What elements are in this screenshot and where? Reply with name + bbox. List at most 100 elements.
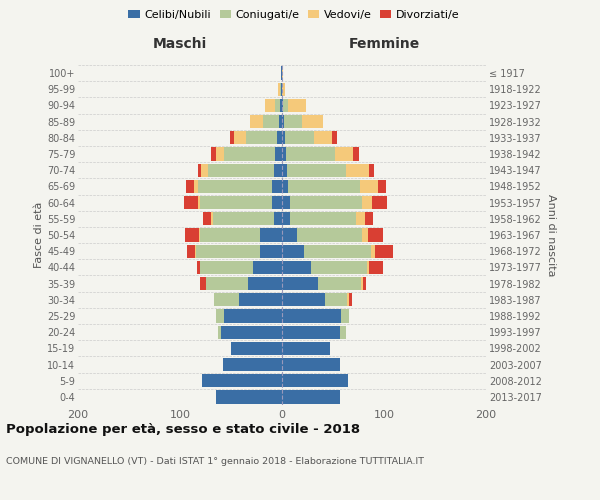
Bar: [212, 212, 274, 226]
Text: Maschi: Maschi: [153, 38, 207, 52]
Bar: [282, 82, 285, 96]
Text: Femmine: Femmine: [349, 38, 419, 52]
Bar: [230, 131, 234, 144]
Bar: [199, 164, 202, 177]
Bar: [283, 99, 288, 112]
Bar: [211, 148, 216, 160]
Bar: [184, 196, 199, 209]
Bar: [372, 196, 387, 209]
Bar: [208, 164, 274, 177]
Bar: [224, 310, 282, 322]
Bar: [287, 164, 346, 177]
Bar: [200, 228, 260, 241]
Bar: [239, 293, 282, 306]
Bar: [221, 326, 282, 339]
Bar: [282, 115, 284, 128]
Bar: [282, 390, 340, 404]
Bar: [199, 180, 272, 193]
Bar: [281, 82, 282, 96]
Bar: [197, 260, 200, 274]
Bar: [282, 244, 304, 258]
Bar: [281, 66, 282, 80]
Bar: [298, 228, 362, 241]
Bar: [282, 131, 285, 144]
Text: Popolazione per età, sesso e stato civile - 2018: Popolazione per età, sesso e stato civil…: [6, 422, 360, 436]
Bar: [282, 260, 311, 274]
Bar: [265, 99, 275, 112]
Bar: [284, 115, 302, 128]
Bar: [187, 244, 196, 258]
Bar: [369, 260, 383, 274]
Bar: [199, 228, 200, 241]
Bar: [278, 82, 280, 96]
Bar: [282, 164, 287, 177]
Bar: [356, 212, 365, 226]
Bar: [275, 99, 280, 112]
Bar: [260, 228, 282, 241]
Bar: [282, 148, 286, 160]
Bar: [361, 277, 362, 290]
Bar: [223, 358, 282, 371]
Bar: [288, 99, 307, 112]
Bar: [362, 228, 368, 241]
Bar: [279, 115, 282, 128]
Bar: [304, 244, 371, 258]
Bar: [234, 131, 247, 144]
Bar: [314, 131, 332, 144]
Bar: [214, 293, 239, 306]
Bar: [288, 180, 359, 193]
Bar: [202, 374, 282, 388]
Y-axis label: Anni di nascita: Anni di nascita: [546, 194, 556, 276]
Y-axis label: Fasce di età: Fasce di età: [34, 202, 44, 268]
Bar: [367, 260, 369, 274]
Bar: [194, 180, 199, 193]
Bar: [290, 212, 356, 226]
Bar: [206, 277, 248, 290]
Bar: [253, 260, 282, 274]
Bar: [199, 196, 200, 209]
Bar: [282, 293, 325, 306]
Bar: [282, 180, 288, 193]
Bar: [248, 277, 282, 290]
Bar: [318, 277, 361, 290]
Bar: [218, 326, 221, 339]
Bar: [347, 293, 349, 306]
Bar: [282, 228, 298, 241]
Bar: [224, 148, 275, 160]
Bar: [200, 277, 206, 290]
Bar: [282, 196, 290, 209]
Bar: [282, 277, 318, 290]
Bar: [302, 115, 323, 128]
Bar: [196, 244, 260, 258]
Bar: [286, 148, 335, 160]
Bar: [274, 212, 282, 226]
Bar: [185, 228, 199, 241]
Bar: [274, 164, 282, 177]
Bar: [275, 148, 282, 160]
Bar: [216, 148, 224, 160]
Bar: [311, 260, 367, 274]
Bar: [290, 196, 362, 209]
Bar: [341, 310, 349, 322]
Bar: [362, 196, 372, 209]
Bar: [282, 374, 349, 388]
Bar: [282, 358, 340, 371]
Text: COMUNE DI VIGNANELLO (VT) - Dati ISTAT 1° gennaio 2018 - Elaborazione TUTTITALIA: COMUNE DI VIGNANELLO (VT) - Dati ISTAT 1…: [6, 458, 424, 466]
Bar: [362, 277, 365, 290]
Bar: [277, 131, 282, 144]
Bar: [282, 212, 290, 226]
Bar: [200, 260, 253, 274]
Bar: [202, 164, 208, 177]
Bar: [282, 66, 283, 80]
Bar: [368, 228, 383, 241]
Bar: [282, 99, 283, 112]
Bar: [282, 342, 330, 355]
Bar: [216, 390, 282, 404]
Bar: [332, 131, 337, 144]
Bar: [365, 212, 373, 226]
Bar: [369, 164, 374, 177]
Bar: [280, 82, 281, 96]
Bar: [353, 148, 359, 160]
Bar: [340, 326, 346, 339]
Bar: [263, 115, 279, 128]
